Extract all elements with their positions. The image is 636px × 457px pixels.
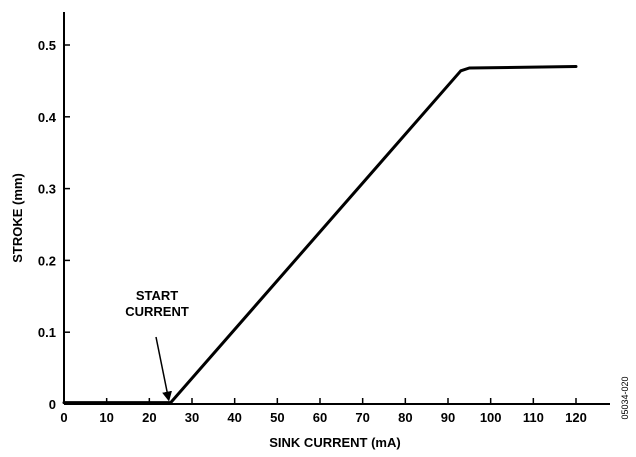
x-tick-label: 50	[270, 410, 284, 425]
series-line	[62, 65, 578, 405]
x-tick-label: 70	[355, 410, 369, 425]
x-tick-label: 0	[60, 410, 67, 425]
figure-id-label: 05034-020	[620, 376, 630, 419]
y-tick-label: 0	[49, 397, 56, 412]
x-tick-label: 10	[99, 410, 113, 425]
y-tick-label: 0.2	[38, 253, 56, 268]
y-axis-label: STROKE (mm)	[10, 173, 25, 263]
x-tick-label: 30	[185, 410, 199, 425]
x-tick-label: 80	[398, 410, 412, 425]
y-tick-label: 0.1	[38, 325, 56, 340]
x-tick-label: 110	[523, 410, 544, 425]
x-tick-label: 20	[142, 410, 156, 425]
annotation-label: CURRENT	[125, 304, 189, 319]
series-group	[62, 65, 578, 405]
x-tick-label: 90	[441, 410, 455, 425]
x-axis-ticks: 0 10 20 30 40 50 60 70 80 90 100 110 120	[60, 398, 587, 425]
x-tick-label: 120	[565, 410, 587, 425]
annotation-label: START	[136, 288, 178, 303]
y-tick-label: 0.5	[38, 38, 56, 53]
x-tick-label: 40	[227, 410, 241, 425]
y-tick-label: 0.3	[38, 182, 56, 197]
x-axis-label: SINK CURRENT (mA)	[269, 435, 400, 450]
plot-area: 0 0.1 0.2 0.3 0.4 0.5 0 10 20 30 40 50 60 70 80 90 100 1…	[38, 12, 610, 425]
y-tick-label: 0.4	[38, 110, 57, 125]
y-axis-ticks: 0 0.1 0.2 0.3 0.4 0.5	[38, 38, 70, 412]
annotation-arrow	[155, 336, 172, 402]
x-tick-label: 60	[313, 410, 327, 425]
x-tick-label: 100	[480, 410, 502, 425]
